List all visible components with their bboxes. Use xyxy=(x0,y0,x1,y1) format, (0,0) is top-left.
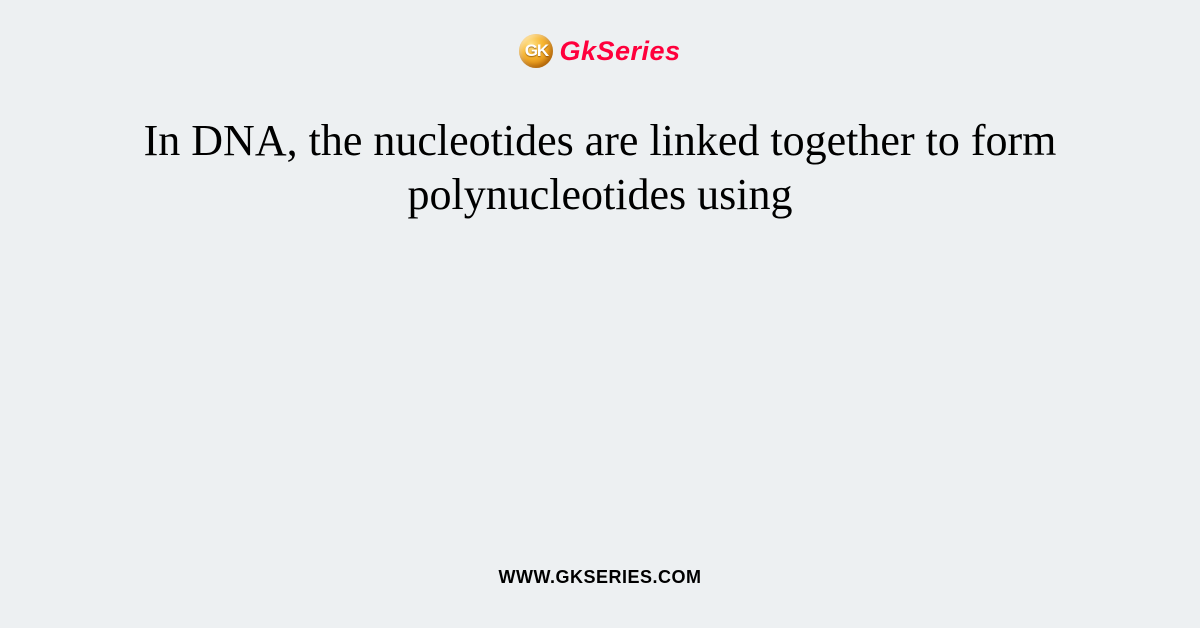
logo-badge: GK xyxy=(519,34,553,68)
logo-row: GK GkSeries xyxy=(0,34,1200,68)
footer-url: WWW.GKSERIES.COM xyxy=(0,567,1200,588)
question-text: In DNA, the nucleotides are linked to­ge… xyxy=(90,114,1110,221)
logo-wordmark: GkSeries xyxy=(559,36,680,67)
logo-badge-text: GK xyxy=(525,41,549,61)
